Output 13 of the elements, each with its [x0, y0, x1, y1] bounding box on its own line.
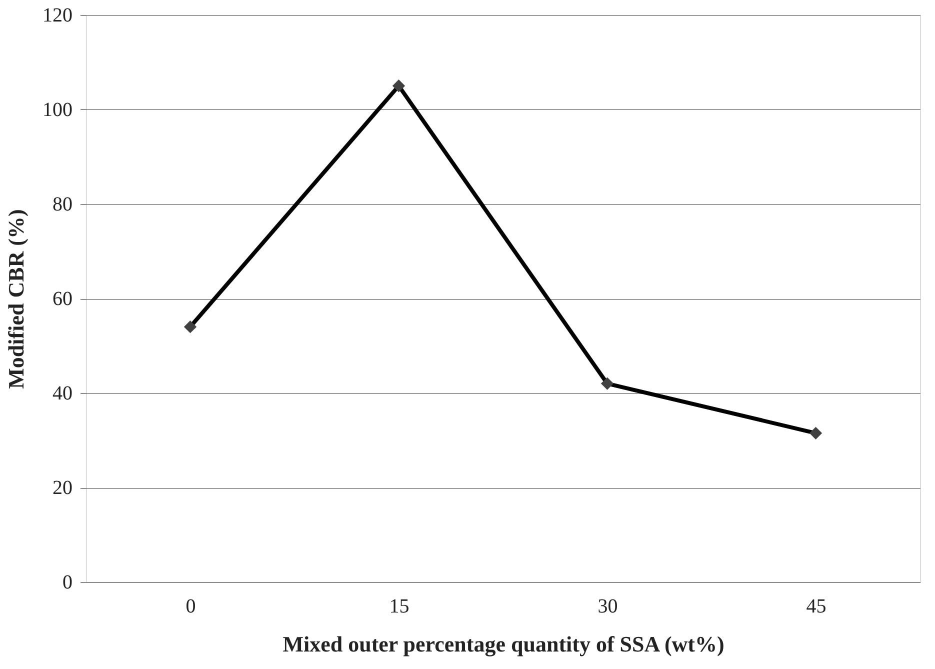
- y-axis-title: Modified CBR (%): [4, 209, 28, 389]
- y-tick-label: 40: [52, 382, 72, 404]
- y-tick-label: 80: [52, 194, 72, 216]
- y-tick-label: 100: [42, 99, 72, 121]
- x-axis-title: Mixed outer percentage quantity of SSA (wt%): [282, 632, 724, 656]
- x-tick-label: 45: [806, 596, 826, 618]
- x-tick-label: 0: [186, 596, 196, 618]
- x-tick-label: 15: [389, 596, 410, 618]
- y-tick-label: 0: [62, 572, 72, 594]
- y-tick-label: 20: [52, 477, 72, 499]
- y-tick-label: 60: [52, 288, 72, 310]
- y-tick-label: 120: [42, 4, 72, 26]
- x-tick-label: 30: [598, 596, 618, 618]
